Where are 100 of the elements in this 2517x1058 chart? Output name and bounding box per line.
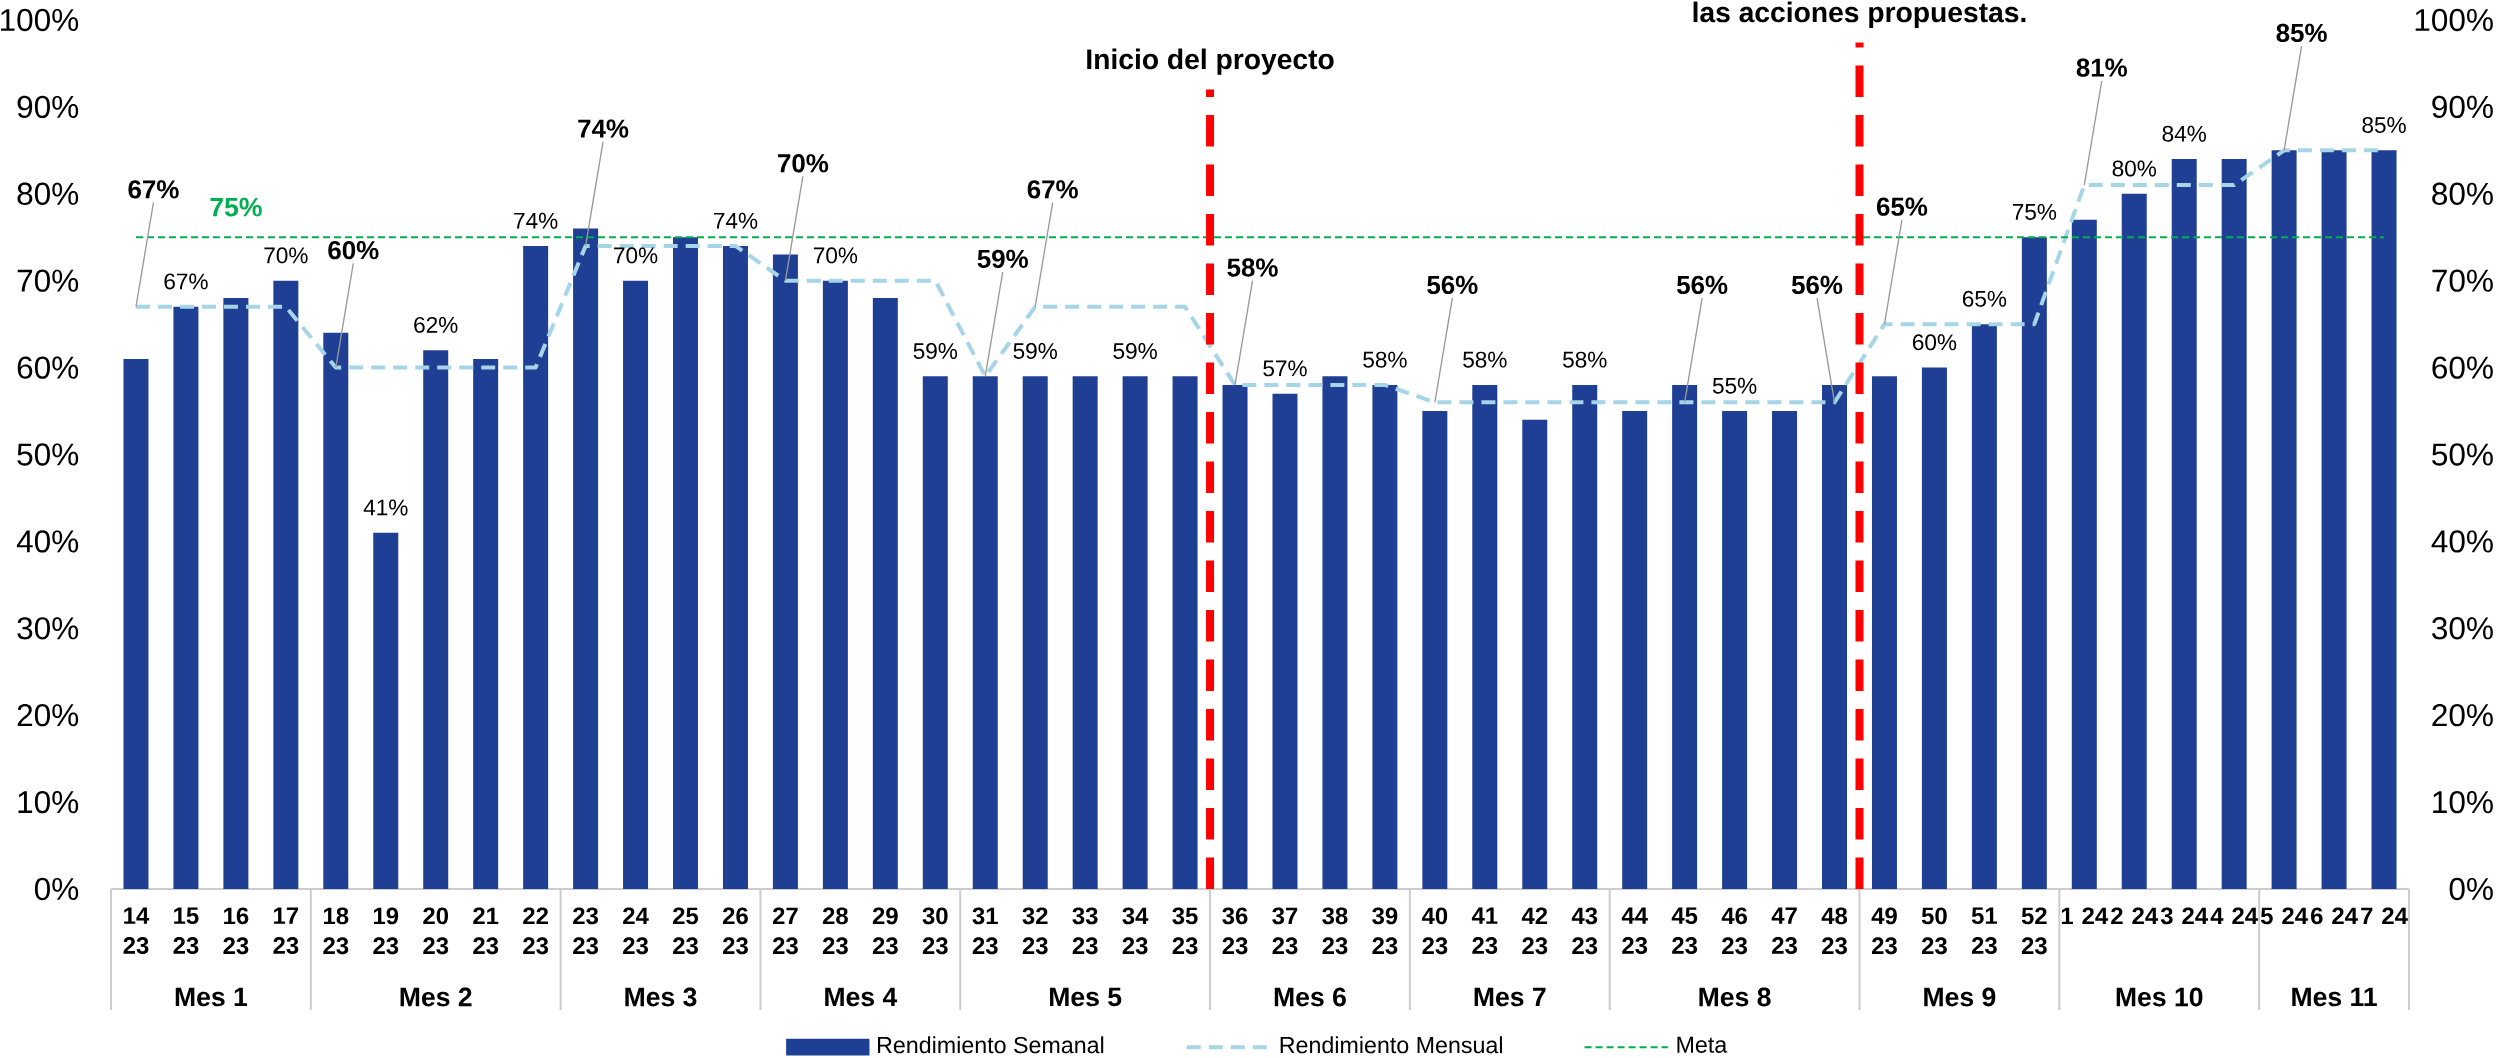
x-tick-label: 7 24 [2361, 907, 2408, 925]
x-tick-label: 48 23 [1821, 907, 1848, 955]
bar [1472, 384, 1498, 889]
bar [1722, 411, 1748, 889]
data-label: 81% [2076, 58, 2127, 77]
data-label: 57% [1263, 360, 1307, 377]
bar [922, 376, 948, 889]
data-label: 55% [1712, 377, 1757, 394]
bar [1522, 419, 1548, 889]
data-label: 75% [2012, 204, 2057, 220]
data-label: 70% [778, 154, 829, 173]
y2-tick-label: 40% [2431, 530, 2493, 553]
text: Mes 11 [2292, 987, 2377, 1007]
data-label: 75% [210, 197, 262, 217]
bar [673, 237, 699, 889]
data-label: 74% [714, 212, 758, 229]
x-tick-label: 51 23 [1971, 907, 1997, 954]
x-tick-label: 18 23 [323, 907, 349, 955]
bar [623, 280, 649, 889]
data-label: 74% [578, 119, 629, 138]
text: Mes 10 [2116, 987, 2203, 1007]
data-label: 60% [1912, 334, 1957, 351]
data-label: 41% [363, 499, 408, 516]
bar [2271, 150, 2297, 889]
text: Mes 5 [1050, 987, 1122, 1007]
y2-tick-label: 100% [2415, 8, 2493, 32]
x-tick-label: 45 23 [1671, 907, 1698, 954]
x-tick-label: 36 23 [1222, 907, 1248, 955]
text: Mes 4 [825, 987, 898, 1007]
data-label: 56% [1676, 275, 1728, 295]
data-label: 58% [1227, 258, 1278, 277]
x-tick-label: 27 23 [772, 907, 798, 955]
bar [1921, 367, 1947, 889]
annotation: las acciones propuestas. [1693, 1, 2026, 28]
bar [373, 532, 399, 889]
data-label: 59% [977, 249, 1028, 269]
x-tick-label: 31 23 [972, 907, 998, 955]
bar [1122, 376, 1148, 889]
x-tick-label: 24 23 [623, 907, 649, 955]
x-tick-label: 2 24 [2111, 907, 2159, 925]
x-tick-label: 44 23 [1621, 907, 1648, 954]
x-tick-label: 40 23 [1421, 907, 1448, 955]
bar [1572, 384, 1598, 889]
x-tick-label: 34 23 [1122, 907, 1149, 955]
x-tick-label: 42 23 [1521, 907, 1548, 955]
bar [2171, 159, 2197, 889]
bar [1672, 384, 1698, 889]
x-tick-label: 33 23 [1072, 907, 1098, 955]
bar [173, 306, 199, 889]
x-tick-label: 39 23 [1372, 907, 1398, 955]
bar [223, 298, 249, 889]
x-tick-label: 46 23 [1721, 907, 1748, 955]
data-label: 59% [1113, 342, 1157, 359]
y-tick-label: 60% [17, 356, 79, 379]
data-label: 58% [1563, 351, 1607, 368]
y-tick-label: 40% [16, 530, 79, 553]
data-label: 70% [813, 247, 858, 264]
y-tick-label: 90% [17, 95, 79, 119]
data-label: 56% [1427, 275, 1478, 295]
bar [273, 280, 299, 889]
bar [2071, 219, 2097, 889]
bar [2321, 150, 2347, 889]
data-label: 67% [1027, 180, 1078, 199]
x-tick-label: 28 23 [822, 907, 848, 955]
bar [822, 280, 848, 889]
bar [1072, 376, 1098, 889]
x-tick-label: 47 23 [1771, 907, 1797, 954]
x-tick-label: 50 23 [1921, 907, 1947, 955]
text: Mes 3 [625, 987, 697, 1007]
x-tick-label: 6 24 [2311, 907, 2358, 925]
bar [2221, 159, 2247, 889]
bar [1172, 376, 1198, 889]
bar [1971, 324, 1997, 889]
data-label: 65% [1962, 290, 2007, 307]
bar [1022, 376, 1048, 889]
x-tick-label: 38 23 [1322, 907, 1348, 955]
data-label: 67% [164, 273, 208, 290]
x-tick-label: 32 23 [1022, 907, 1048, 955]
y-tick-label: 30% [17, 617, 79, 640]
data-label: 80% [2112, 160, 2157, 177]
y-tick-label: 100% [0, 8, 79, 32]
data-label: 67% [128, 180, 179, 199]
bar [123, 358, 149, 889]
data-label: 59% [913, 342, 958, 359]
data-label: 58% [1363, 351, 1407, 368]
x-tick-label: 5 24 [2260, 907, 2308, 925]
x-tick-label: 16 23 [223, 907, 249, 955]
bar [573, 228, 599, 889]
bar [1772, 411, 1798, 889]
text: Mes 1 [175, 987, 248, 1007]
data-label: 84% [2162, 125, 2206, 142]
x-tick-label: 21 23 [473, 907, 499, 955]
legend-label: Rendimiento Mensual [1280, 1036, 1502, 1054]
bar [1422, 411, 1448, 889]
bar [1871, 376, 1897, 889]
data-label: 59% [1013, 342, 1057, 359]
x-tick-label: 22 23 [523, 907, 549, 955]
legend-label: Rendimiento Semanal [878, 1036, 1104, 1054]
x-tick-label: 35 23 [1172, 907, 1198, 955]
x-tick-label: 17 23 [273, 907, 299, 954]
